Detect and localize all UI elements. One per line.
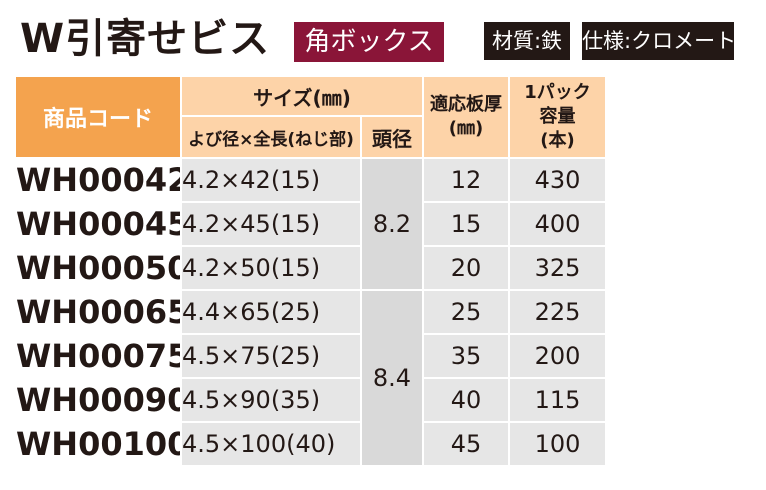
dimension-cell: 4.2×50(15) [180, 245, 362, 291]
thickness-cell: 40 [422, 377, 510, 423]
table-row: WH00090 4.5×90(35) 40 115 [14, 377, 607, 423]
header-pack-label: 1パック [524, 82, 591, 103]
product-code-cell: WH00075 [14, 333, 182, 379]
head-diameter-cell: 8.4 [360, 289, 424, 467]
header-pack-quantity: 1パック 容量 (本) [508, 75, 607, 159]
product-code-cell: WH00100 [14, 421, 182, 467]
head-diameter-cell: 8.2 [360, 157, 424, 291]
spec-table: 商品コード サイズ(㎜) 適応板厚 (㎜) 1パック 容量 (本) よび径×全長… [14, 75, 607, 467]
thickness-cell: 45 [422, 421, 510, 467]
table-row: WH00075 4.5×75(25) 35 200 [14, 333, 607, 379]
header-head-diameter: 頭径 [360, 115, 424, 159]
dimension-cell: 4.5×90(35) [180, 377, 362, 423]
header-capacity-label: 容量 [539, 106, 576, 127]
table-row: WH00050 4.2×50(15) 20 325 [14, 245, 607, 291]
product-title: W引寄せビス [20, 16, 271, 62]
thickness-cell: 25 [422, 289, 510, 335]
thickness-cell: 12 [422, 157, 510, 203]
dimension-cell: 4.4×65(25) [180, 289, 362, 335]
header-thickness-label: 適応板厚 [430, 94, 502, 115]
pack-quantity-cell: 325 [508, 245, 607, 291]
pack-quantity-cell: 430 [508, 157, 607, 203]
box-type-badge: 角ボックス [294, 22, 444, 62]
table-row: WH00100 4.5×100(40) 45 100 [14, 421, 607, 467]
pack-quantity-cell: 225 [508, 289, 607, 335]
thickness-cell: 15 [422, 201, 510, 247]
pack-quantity-cell: 200 [508, 333, 607, 379]
dimension-cell: 4.5×100(40) [180, 421, 362, 467]
product-code-cell: WH00090 [14, 377, 182, 423]
material-badge: 材質:鉄 [484, 22, 570, 60]
product-code-cell: WH00042 [14, 157, 182, 203]
thickness-cell: 35 [422, 333, 510, 379]
dimension-cell: 4.5×75(25) [180, 333, 362, 379]
header-pack-unit: (本) [540, 130, 575, 151]
table-row: WH00045 4.2×45(15) 15 400 [14, 201, 607, 247]
thickness-cell: 20 [422, 245, 510, 291]
pack-quantity-cell: 400 [508, 201, 607, 247]
header-product-code: 商品コード [14, 75, 182, 159]
pack-quantity-cell: 100 [508, 421, 607, 467]
pack-quantity-cell: 115 [508, 377, 607, 423]
finish-badge: 仕様:クロメート [582, 22, 736, 60]
table-row: WH00065 4.4×65(25) 8.4 25 225 [14, 289, 607, 467]
dimension-cell: 4.2×45(15) [180, 201, 362, 247]
product-code-cell: WH00050 [14, 245, 182, 291]
table-row: WH00042 4.2×42(15) 8.2 12 430 [14, 157, 607, 291]
header-thickness-unit: (㎜) [448, 118, 484, 139]
header-dimension: よび径×全長(ねじ部) [180, 115, 362, 159]
dimension-cell: 4.2×42(15) [180, 157, 362, 203]
header-plate-thickness: 適応板厚 (㎜) [422, 75, 510, 159]
header-size-group: サイズ(㎜) [180, 75, 424, 117]
product-code-cell: WH00065 [14, 289, 182, 335]
product-code-cell: WH00045 [14, 201, 182, 247]
